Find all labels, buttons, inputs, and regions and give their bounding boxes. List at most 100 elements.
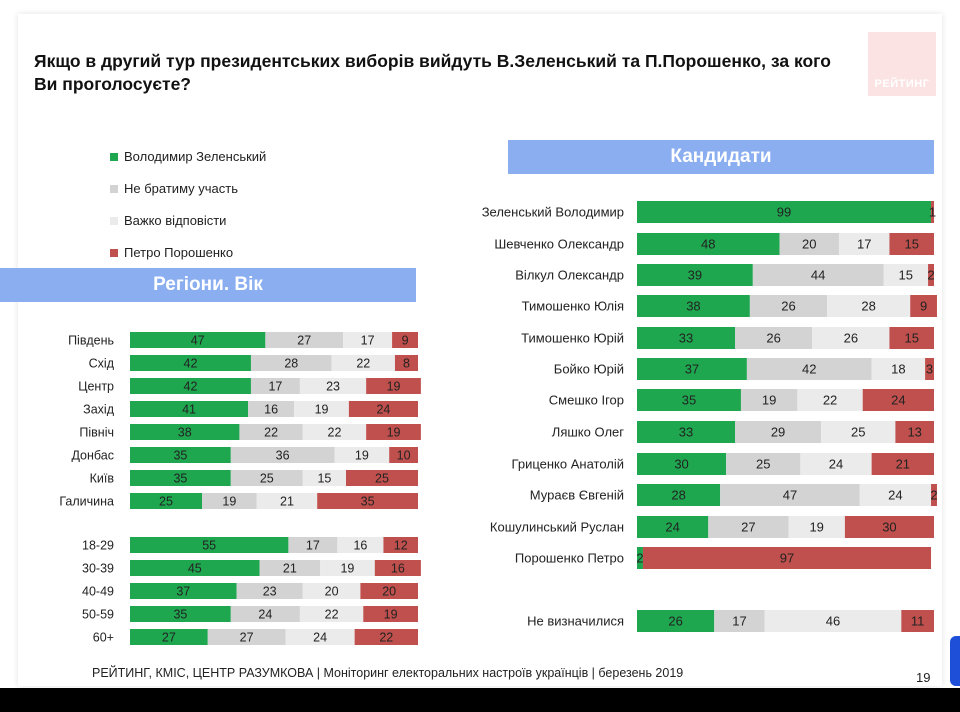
legend-swatch-not-vote	[110, 185, 118, 193]
bar-segment-hard-to-say	[827, 295, 911, 317]
category-label: Вілкул Олександр	[515, 268, 624, 283]
data-label: 13	[907, 425, 921, 440]
data-label: 11	[911, 614, 925, 629]
data-label: 37	[685, 362, 699, 377]
bar-segment-zelensky	[130, 537, 289, 553]
data-label: 46	[826, 614, 840, 629]
bar-segment-poroshenko	[925, 358, 934, 380]
rating-logo-text: РЕЙТИНГ	[874, 78, 930, 90]
data-label: 15	[899, 268, 913, 283]
bar-segment-zelensky	[637, 610, 715, 632]
data-label: 9	[920, 299, 927, 314]
data-label: 20	[325, 585, 339, 599]
data-label: 42	[802, 362, 816, 377]
data-label: 30	[674, 457, 688, 472]
legend-label: Важко відповісти	[124, 213, 227, 228]
data-label: 2	[930, 488, 937, 503]
data-label: 23	[326, 380, 340, 394]
bar-segment-hard-to-say	[838, 233, 890, 255]
data-label: 33	[679, 331, 693, 346]
bar-segment-hard-to-say	[788, 516, 845, 538]
category-label: Гриценко Анатолій	[512, 457, 624, 472]
data-label: 19	[355, 449, 369, 463]
data-label: 45	[188, 562, 202, 576]
data-label: 29	[771, 425, 785, 440]
bar-segment-zelensky	[130, 332, 266, 348]
data-label: 22	[328, 426, 342, 440]
category-label: Зеленський Володимир	[482, 205, 624, 220]
data-label: 24	[313, 631, 327, 645]
data-label: 24	[891, 393, 905, 408]
data-label: 44	[811, 268, 825, 283]
bar-segment-zelensky	[130, 378, 251, 394]
data-label: 19	[222, 495, 236, 509]
data-label: 25	[756, 457, 770, 472]
data-label: 24	[888, 488, 902, 503]
bar-segment-zelensky	[637, 233, 780, 255]
bar-segment-zelensky	[637, 484, 721, 506]
data-label: 47	[191, 334, 205, 348]
data-label: 25	[260, 472, 274, 486]
bar-segment-not-vote	[714, 610, 765, 632]
category-label: Порошенко Петро	[515, 551, 624, 566]
bar-segment-not-vote	[752, 264, 884, 286]
bar-segment-zelensky	[130, 470, 231, 486]
bottom-black-bar	[0, 688, 960, 712]
data-label: 35	[173, 449, 187, 463]
bar-segment-not-vote	[746, 358, 872, 380]
bar-segment-zelensky	[637, 389, 741, 411]
bar-segment-zelensky	[130, 606, 231, 622]
category-label: Київ	[90, 472, 115, 486]
bar-segment-hard-to-say	[764, 610, 902, 632]
bar-segment-zelensky	[130, 560, 260, 576]
data-label: 2	[636, 551, 643, 566]
bar-segment-not-vote	[720, 484, 860, 506]
data-label: 35	[173, 472, 187, 486]
data-label: 38	[178, 426, 192, 440]
data-label: 1	[929, 205, 936, 220]
category-label: 18-29	[82, 539, 114, 553]
data-label: 15	[904, 237, 918, 252]
bar-segment-poroshenko	[910, 295, 937, 317]
data-label: 48	[701, 237, 715, 252]
bar-segment-hard-to-say	[299, 606, 364, 622]
data-label: 23	[263, 585, 277, 599]
bar-segment-not-vote	[239, 424, 303, 440]
data-label: 16	[391, 562, 405, 576]
bar-segment-hard-to-say	[331, 355, 395, 371]
bar-segment-poroshenko	[871, 453, 934, 475]
data-label: 12	[394, 539, 408, 553]
bar-segment-poroshenko	[392, 332, 418, 348]
data-label: 18	[891, 362, 905, 377]
data-label: 26	[781, 299, 795, 314]
data-label: 24	[376, 403, 390, 417]
bar-segment-poroshenko	[844, 516, 934, 538]
bar-segment-poroshenko	[895, 421, 934, 443]
data-label: 22	[356, 357, 370, 371]
bar-segment-not-vote	[207, 629, 286, 645]
data-label: 22	[264, 426, 278, 440]
data-label: 17	[306, 539, 320, 553]
bar-segment-not-vote	[230, 447, 335, 463]
data-label: 38	[686, 299, 700, 314]
data-label: 25	[159, 495, 173, 509]
data-label: 19	[387, 426, 401, 440]
data-label: 21	[280, 495, 294, 509]
category-label: Північ	[79, 426, 114, 440]
bar-segment-poroshenko	[366, 424, 421, 440]
bar-segment-hard-to-say	[302, 424, 367, 440]
data-label: 16	[353, 539, 367, 553]
bar-segment-hard-to-say	[812, 327, 890, 349]
data-label: 8	[403, 357, 410, 371]
data-label: 19	[762, 393, 776, 408]
bar-segment-zelensky	[637, 547, 643, 569]
data-label: 22	[325, 608, 339, 622]
bar-segment-poroshenko	[346, 470, 418, 486]
category-label: Смешко Ігор	[549, 393, 624, 408]
category-label: 60+	[93, 631, 114, 645]
bar-segment-not-vote	[202, 493, 257, 509]
bar-segment-poroshenko	[348, 401, 418, 417]
bar-segment-poroshenko	[901, 610, 934, 632]
bar-segment-hard-to-say	[256, 493, 318, 509]
data-label: 47	[783, 488, 797, 503]
